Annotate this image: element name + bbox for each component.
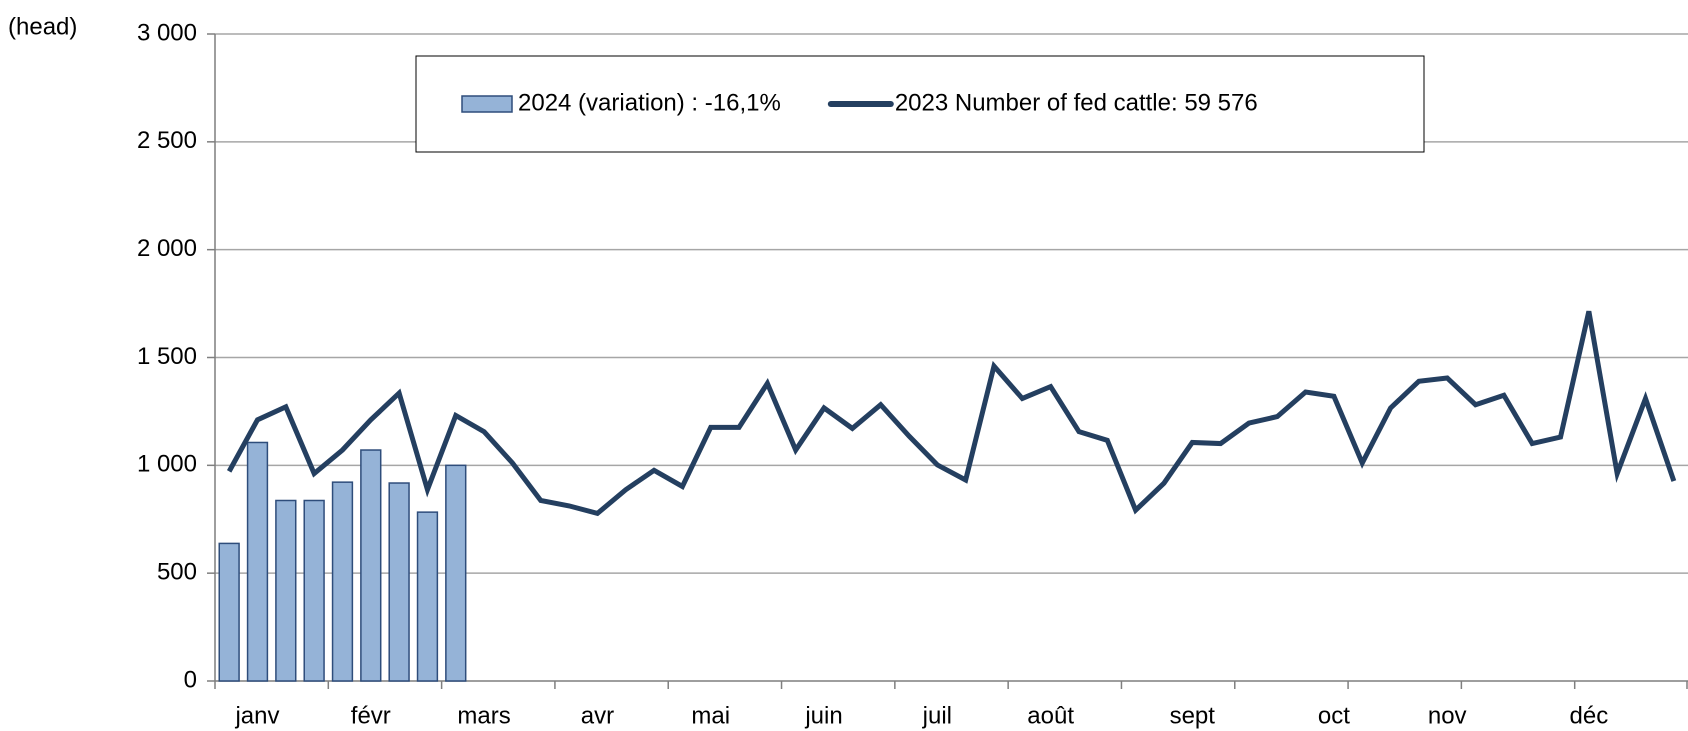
x-tick-label: nov — [1428, 702, 1467, 729]
x-tick-label: juil — [922, 702, 952, 729]
y-tick-label: 3 000 — [137, 19, 197, 46]
y-axis-label: (head) — [8, 13, 77, 40]
bar — [331, 481, 354, 682]
x-tick-label: févr — [351, 702, 391, 729]
bar — [303, 499, 325, 682]
bar — [360, 449, 382, 682]
x-tick-label: août — [1027, 702, 1074, 729]
x-tick-label: mai — [691, 702, 730, 729]
x-tick-label: mars — [457, 702, 510, 729]
legend-box — [415, 55, 1425, 153]
legend-label: 2024 (variation) : -16,1% — [518, 89, 781, 116]
bar — [275, 499, 297, 682]
legend-label: 2023 Number of fed cattle: 59 576 — [895, 89, 1258, 116]
line — [226, 310, 1677, 517]
bar — [445, 464, 467, 682]
y-tick-label: 1 000 — [137, 451, 197, 478]
x-tick-label: oct — [1318, 702, 1350, 729]
y-tick-label: 1 500 — [137, 343, 197, 370]
legend-swatch — [461, 95, 513, 113]
y-tick-label: 2 500 — [137, 127, 197, 154]
bar — [246, 441, 269, 682]
bar — [388, 482, 410, 682]
bar — [218, 542, 240, 682]
y-tick-label: 0 — [184, 666, 197, 693]
x-tick-label: déc — [1570, 702, 1609, 729]
x-tick-label: sept — [1170, 702, 1216, 729]
bar — [416, 511, 439, 682]
x-tick-label: juin — [804, 702, 842, 729]
y-tick-label: 500 — [157, 559, 197, 586]
y-tick-label: 2 000 — [137, 235, 197, 262]
x-tick-label: avr — [581, 702, 614, 729]
x-tick-label: janv — [234, 702, 279, 729]
